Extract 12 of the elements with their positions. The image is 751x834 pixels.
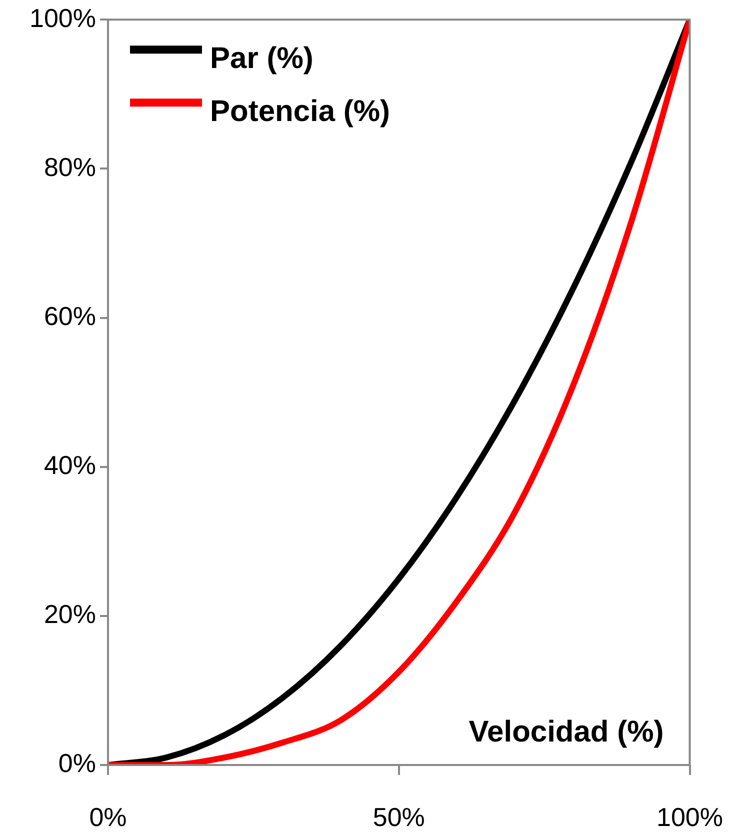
legend-label: Potencia (%)	[210, 94, 390, 128]
x-tick-label: 50%	[372, 802, 425, 832]
y-tick-label: 80%	[44, 152, 96, 182]
x-tick-label: 100%	[656, 802, 723, 832]
legend-label: Par (%)	[210, 42, 314, 75]
x-tick-label: 0%	[89, 802, 127, 832]
y-tick-label: 100%	[30, 2, 96, 33]
x-axis-title: Velocidad (%)	[468, 715, 664, 748]
y-tick-label: 20%	[44, 599, 96, 630]
y-tick-label: 0%	[58, 748, 96, 778]
y-tick-label: 40%	[44, 450, 96, 480]
y-tick-label: 60%	[44, 300, 96, 331]
